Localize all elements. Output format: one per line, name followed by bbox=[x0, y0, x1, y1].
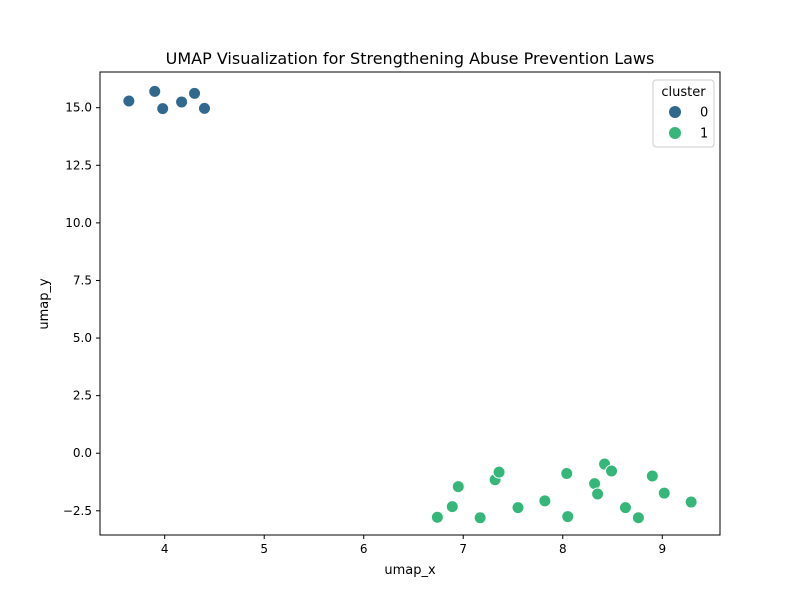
y-tick-label: 0.0 bbox=[73, 446, 92, 460]
data-point-cluster-1 bbox=[445, 500, 459, 514]
data-point-cluster-0 bbox=[197, 101, 211, 115]
chart-title: UMAP Visualization for Strengthening Abu… bbox=[166, 49, 655, 68]
y-axis-label: umap_y bbox=[37, 278, 52, 330]
data-point-cluster-1 bbox=[631, 511, 645, 525]
data-point-cluster-1 bbox=[605, 464, 619, 478]
data-point-cluster-1 bbox=[538, 494, 552, 508]
data-point-cluster-0 bbox=[188, 86, 202, 100]
legend-label-cluster-0: 0 bbox=[700, 106, 708, 121]
plot-area: 4 5 6 7 8 9 −2.5 0.0 2.5 5.0 7.5 10.0 12.5 15.0 bbox=[63, 71, 721, 556]
legend: cluster 0 1 bbox=[652, 79, 715, 148]
data-point-cluster-0 bbox=[122, 94, 136, 108]
data-point-cluster-1 bbox=[511, 501, 525, 515]
data-point-cluster-1 bbox=[451, 480, 465, 494]
data-point-cluster-1 bbox=[684, 495, 698, 509]
x-tick-label: 7 bbox=[459, 542, 467, 556]
y-tick-label: −2.5 bbox=[63, 504, 92, 518]
legend-marker-cluster-0 bbox=[668, 105, 682, 119]
x-tick-label: 9 bbox=[658, 542, 666, 556]
data-point-cluster-0 bbox=[175, 95, 189, 109]
y-tick-label: 10.0 bbox=[65, 216, 92, 230]
data-point-cluster-1 bbox=[560, 466, 574, 480]
x-axis-label: umap_x bbox=[384, 563, 436, 578]
data-point-cluster-1 bbox=[492, 465, 506, 479]
y-tick-label: 12.5 bbox=[65, 158, 92, 172]
x-tick-label: 8 bbox=[559, 542, 567, 556]
y-tick-label: 2.5 bbox=[73, 389, 92, 403]
data-point-cluster-1 bbox=[657, 486, 671, 500]
plot-frame bbox=[99, 71, 721, 536]
x-tick-label: 5 bbox=[260, 542, 268, 556]
y-tick-label: 5.0 bbox=[73, 331, 92, 345]
data-point-cluster-1 bbox=[645, 469, 659, 483]
y-tick-label: 15.0 bbox=[65, 101, 92, 115]
data-point-cluster-1 bbox=[618, 501, 632, 515]
legend-title: cluster bbox=[661, 85, 706, 100]
data-point-cluster-1 bbox=[430, 510, 444, 524]
data-point-cluster-0 bbox=[156, 102, 170, 116]
data-point-cluster-1 bbox=[473, 511, 487, 525]
data-point-cluster-0 bbox=[148, 84, 162, 98]
data-point-cluster-1 bbox=[591, 487, 605, 501]
legend-marker-cluster-1 bbox=[668, 126, 682, 140]
data-point-cluster-1 bbox=[561, 510, 575, 524]
legend-label-cluster-1: 1 bbox=[700, 127, 708, 142]
legend-box bbox=[652, 79, 715, 148]
y-tick-label: 7.5 bbox=[73, 273, 92, 287]
x-tick-label: 6 bbox=[360, 542, 368, 556]
x-tick-label: 4 bbox=[161, 542, 169, 556]
